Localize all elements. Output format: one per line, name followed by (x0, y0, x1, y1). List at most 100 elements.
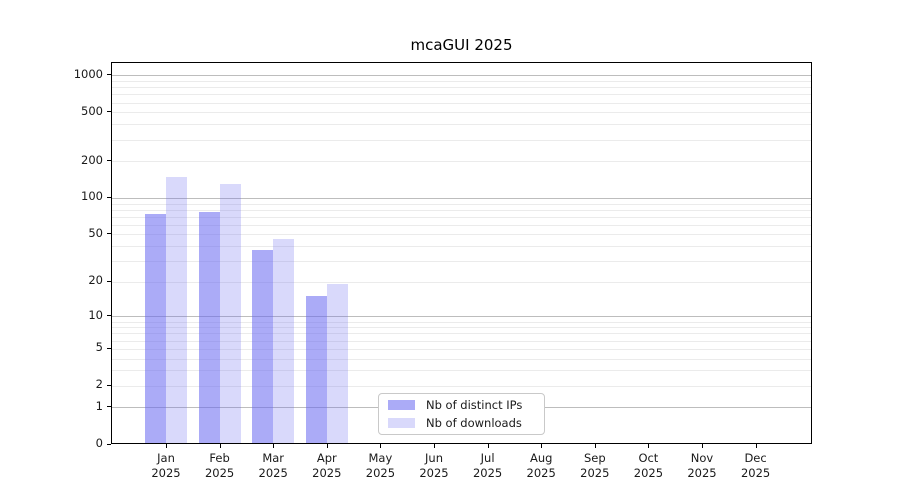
y-tick-label: 200 (81, 152, 103, 167)
x-tick-year: 2025 (258, 465, 288, 480)
x-tick-year: 2025 (633, 465, 664, 480)
major-gridline (112, 75, 811, 77)
minor-gridline (112, 203, 811, 205)
minor-gridline (112, 102, 811, 104)
y-tick (107, 443, 111, 445)
bar-downloads-jan (166, 177, 187, 444)
minor-gridline (112, 234, 811, 236)
y-tick-label: 10 (88, 307, 103, 322)
x-tick-label: Nov 2025 (672, 451, 732, 481)
minor-gridline (112, 224, 811, 226)
x-tick-year: 2025 (204, 465, 235, 480)
minor-gridline (112, 327, 811, 329)
minor-gridline (112, 87, 811, 89)
major-gridline (112, 197, 811, 199)
chart-title: mcaGUI 2025 (410, 36, 513, 54)
x-tick-label: Jun 2025 (404, 451, 464, 481)
minor-gridline (112, 161, 811, 163)
x-tick-label: Sep 2025 (565, 451, 625, 481)
x-tick-label: Oct 2025 (618, 451, 678, 481)
minor-gridline (112, 333, 811, 335)
y-tick (107, 280, 111, 282)
bar-distinct-ips-jan (145, 213, 166, 444)
legend-item-downloads: Nb of downloads (388, 416, 535, 430)
x-tick-year: 2025 (740, 465, 771, 480)
legend: Nb of distinct IPs Nb of downloads (378, 393, 545, 435)
bar-distinct-ips-apr (305, 296, 327, 444)
minor-gridline (112, 112, 811, 114)
minor-gridline (112, 385, 811, 387)
y-tick (107, 160, 111, 162)
x-tick (380, 444, 382, 448)
x-tick-label: Jul 2025 (458, 451, 518, 481)
minor-gridline (112, 370, 811, 372)
x-tick (648, 444, 650, 448)
major-gridline (112, 316, 811, 318)
legend-label-distinct-ips: Nb of distinct IPs (426, 398, 523, 412)
x-tick-label: Feb 2025 (190, 451, 250, 481)
minor-gridline (112, 281, 811, 283)
y-tick (107, 196, 111, 198)
x-tick-year: 2025 (580, 465, 610, 480)
bar-downloads-apr (326, 284, 348, 444)
x-tick (434, 444, 435, 448)
minor-gridline (112, 340, 811, 342)
y-tick-label: 100 (81, 189, 103, 204)
legend-item-distinct-ips: Nb of distinct IPs (388, 398, 535, 412)
x-tick (219, 444, 221, 448)
bar-distinct-ips-feb (198, 211, 220, 444)
x-tick-year: 2025 (365, 465, 396, 480)
y-tick-label: 1000 (73, 66, 103, 81)
x-tick (541, 444, 543, 448)
minor-gridline (112, 216, 811, 218)
legend-swatch-distinct-ips-icon (388, 400, 415, 410)
x-tick (487, 444, 489, 448)
x-tick-year: 2025 (472, 465, 503, 480)
x-tick (702, 444, 703, 448)
x-tick-label: Aug 2025 (511, 451, 571, 481)
minor-gridline (112, 261, 811, 263)
x-tick-year: 2025 (526, 465, 556, 480)
minor-gridline (112, 139, 811, 141)
y-tick (107, 384, 111, 386)
minor-gridline (112, 246, 811, 248)
x-tick-year: 2025 (687, 465, 717, 480)
x-tick-label: May 2025 (350, 451, 410, 481)
y-tick (107, 347, 111, 349)
y-tick (107, 315, 111, 317)
y-tick-label: 0 (95, 436, 103, 450)
legend-swatch-downloads-icon (388, 418, 415, 428)
y-tick (107, 111, 111, 113)
x-tick-year: 2025 (419, 465, 449, 480)
y-tick-label: 2 (95, 377, 103, 392)
y-tick (107, 233, 111, 235)
x-tick-label: Jan 2025 (136, 451, 196, 481)
x-tick (594, 444, 596, 448)
y-tick-label: 5 (95, 340, 103, 355)
x-tick (326, 444, 328, 448)
y-tick (107, 406, 111, 408)
x-tick-label: Mar 2025 (243, 451, 303, 481)
plot-area (111, 62, 812, 444)
y-tick-label: 50 (88, 225, 103, 240)
y-tick (107, 74, 111, 76)
minor-gridline (112, 81, 811, 83)
minor-gridline (112, 358, 811, 360)
bar-distinct-ips-mar (252, 250, 274, 444)
minor-gridline (112, 209, 811, 211)
x-tick (273, 444, 275, 448)
x-tick-year: 2025 (312, 465, 342, 480)
x-tick (755, 444, 757, 448)
minor-gridline (112, 94, 811, 96)
bar-downloads-mar (273, 238, 295, 444)
legend-label-downloads: Nb of downloads (426, 416, 522, 430)
y-tick-label: 1 (95, 398, 103, 413)
minor-gridline (112, 321, 811, 323)
y-tick-label: 500 (81, 103, 103, 118)
x-tick-year: 2025 (151, 465, 181, 480)
y-tick-label: 20 (88, 273, 103, 288)
x-tick-label: Dec 2025 (726, 451, 786, 481)
bar-downloads-feb (219, 184, 241, 444)
x-tick (166, 444, 167, 448)
